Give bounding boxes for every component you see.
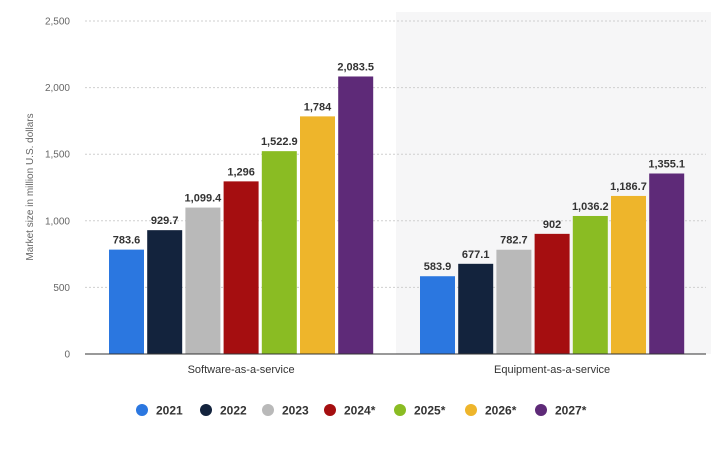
- category-labels: Software-as-a-service Equipment-as-a-serv…: [188, 364, 611, 376]
- bar[interactable]: [338, 76, 374, 355]
- bar[interactable]: [458, 263, 494, 354]
- data-label: 677.1: [462, 249, 490, 261]
- data-label: 1,522.9: [261, 136, 298, 148]
- legend-label: 2025*: [414, 404, 446, 418]
- data-label: 782.7: [500, 235, 528, 247]
- y-tick-label: 1,000: [45, 216, 70, 227]
- data-label: 1,036.2: [572, 201, 609, 213]
- y-tick-label: 2,500: [45, 17, 70, 28]
- bars: [109, 76, 685, 355]
- y-tick-label: 2,000: [45, 83, 70, 94]
- data-label: 783.6: [113, 235, 141, 247]
- bar[interactable]: [261, 151, 297, 354]
- legend-item[interactable]: 2022: [200, 404, 247, 418]
- bar[interactable]: [147, 230, 183, 354]
- legend-marker: [200, 404, 212, 416]
- legend-label: 2027*: [555, 404, 587, 418]
- bar[interactable]: [223, 181, 259, 354]
- legend-item[interactable]: 2023: [262, 404, 309, 418]
- legend-item[interactable]: 2021: [136, 404, 183, 418]
- data-label: 929.7: [151, 215, 179, 227]
- legend-marker: [465, 404, 477, 416]
- legend-label: 2021: [156, 404, 183, 418]
- legend-marker: [136, 404, 148, 416]
- data-label: 1,784: [304, 101, 332, 113]
- legend-marker: [535, 404, 547, 416]
- x-category-label: Software-as-a-service: [188, 364, 295, 376]
- legend-label: 2023: [282, 404, 309, 418]
- bar[interactable]: [534, 233, 570, 354]
- legend-label: 2024*: [344, 404, 376, 418]
- legend-marker: [324, 404, 336, 416]
- data-label: 1,355.1: [648, 159, 685, 171]
- legend-label: 2022: [220, 404, 247, 418]
- bar[interactable]: [649, 173, 685, 354]
- data-label: 902: [543, 219, 561, 231]
- bar[interactable]: [109, 249, 144, 354]
- legend[interactable]: 2021 2022 2023 2024* 2025* 2026* 2027*: [136, 404, 587, 418]
- y-axis-ticks: 0 500 1,000 1,500 2,000 2,500: [45, 17, 70, 361]
- bar[interactable]: [496, 249, 532, 354]
- bar[interactable]: [300, 116, 335, 354]
- data-label: 1,099.4: [185, 193, 223, 205]
- legend-marker: [394, 404, 406, 416]
- bar[interactable]: [572, 215, 608, 354]
- legend-item[interactable]: 2027*: [535, 404, 587, 418]
- y-axis-label: Market size in million U.S. dollars: [25, 113, 36, 260]
- bar[interactable]: [185, 207, 221, 354]
- x-category-label: Equipment-as-a-service: [494, 364, 610, 376]
- data-label: 1,296: [227, 166, 255, 178]
- legend-item[interactable]: 2025*: [394, 404, 446, 418]
- bar[interactable]: [611, 195, 646, 354]
- legend-label: 2026*: [485, 404, 517, 418]
- y-tick-label: 0: [64, 350, 70, 361]
- legend-marker: [262, 404, 274, 416]
- data-label: 1,186.7: [610, 181, 647, 193]
- data-label: 583.9: [424, 261, 452, 273]
- legend-item[interactable]: 2024*: [324, 404, 376, 418]
- bar[interactable]: [420, 276, 455, 354]
- legend-item[interactable]: 2026*: [465, 404, 517, 418]
- y-tick-label: 1,500: [45, 150, 70, 161]
- data-labels: 783.6 929.7 1,099.4 1,296 1,522.9 1,784 2,083.…: [113, 61, 685, 273]
- y-tick-label: 500: [53, 283, 70, 294]
- data-label: 2,083.5: [337, 61, 374, 73]
